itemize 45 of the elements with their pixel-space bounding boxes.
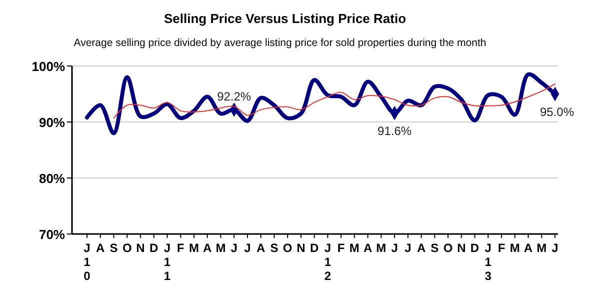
x-tick-label: A <box>203 241 212 255</box>
x-tick-label: A <box>363 241 372 255</box>
x-tick-label: J 1 1 <box>164 241 171 283</box>
x-tick-label: J 1 0 <box>84 241 91 283</box>
x-tick-label: N <box>457 241 466 255</box>
x-tick-label: D <box>470 241 480 255</box>
x-tick-label: J <box>552 241 558 255</box>
x-tick-label: A <box>96 241 106 255</box>
x-tick-label: D <box>310 241 319 255</box>
x-tick-label: F <box>337 241 345 255</box>
y-tick-label: 80% <box>38 171 66 186</box>
data-label: 92.2% <box>217 90 252 104</box>
x-tick-label: S <box>430 241 439 255</box>
x-tick-label: O <box>282 241 292 255</box>
x-tick-label: S <box>270 241 278 255</box>
x-tick-label: J <box>230 241 238 255</box>
x-tick-label: J 1 2 <box>324 241 332 283</box>
x-tick-label: F <box>498 241 506 255</box>
x-tick-label: O <box>443 241 453 255</box>
chart-subtitle: Average selling price divided by average listing price for sold properties during the month <box>74 37 486 49</box>
x-tick-label: N <box>136 241 145 255</box>
x-tick-label: N <box>296 241 306 255</box>
y-tick-label: 100% <box>32 59 66 74</box>
x-tick-label: J <box>404 241 412 255</box>
y-tick-label: 90% <box>38 115 66 130</box>
x-tick-label: M <box>216 241 226 255</box>
x-tick-label: F <box>176 241 184 255</box>
x-tick-label: D <box>150 241 159 255</box>
x-tick-label: M <box>188 241 199 255</box>
chart-title: Selling Price Versus Listing Price Ratio <box>164 11 406 26</box>
x-tick-label: J <box>391 241 398 255</box>
data-label: 91.6% <box>378 124 412 138</box>
x-tick-label: O <box>122 241 132 255</box>
x-tick-label: A <box>416 241 426 255</box>
x-tick-label: M <box>376 241 386 255</box>
x-tick-label: J <box>244 241 251 255</box>
x-tick-label: A <box>256 241 266 255</box>
y-tick-label: 70% <box>38 227 66 242</box>
x-tick-label: A <box>524 241 533 255</box>
x-tick-label: M <box>510 241 520 255</box>
x-tick-label: S <box>110 241 118 255</box>
data-label: 95.0% <box>540 105 574 119</box>
x-tick-label: J 1 3 <box>484 241 492 283</box>
x-tick-label: M <box>536 241 547 255</box>
x-tick-label: M <box>349 241 360 255</box>
